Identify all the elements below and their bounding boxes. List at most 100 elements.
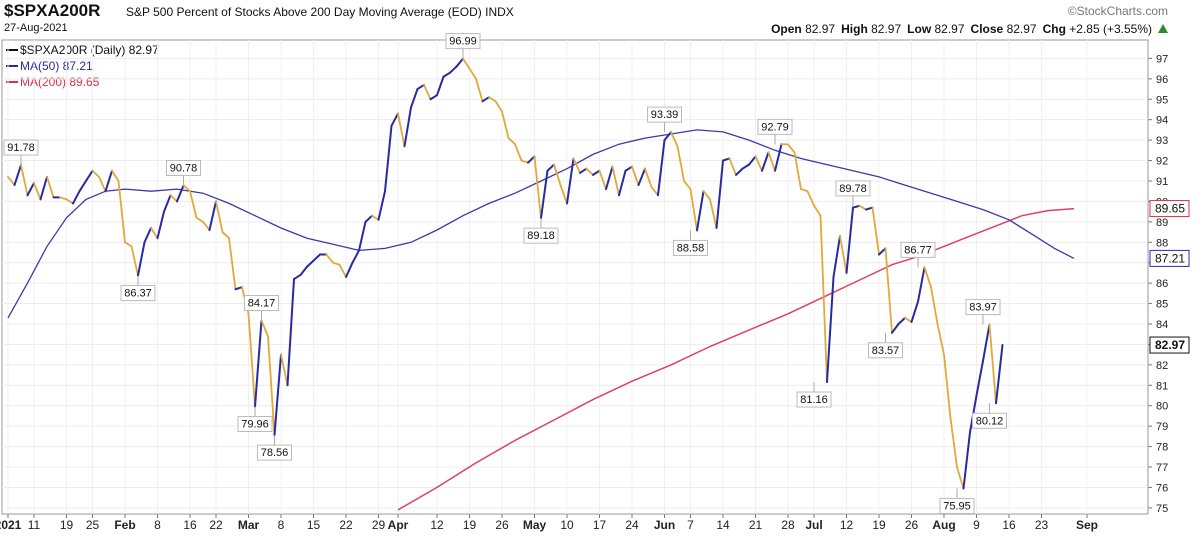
price-segment-up [143, 226, 152, 244]
x-tick-label: 2021 [0, 518, 22, 532]
y-tick-label: 93 [1156, 135, 1168, 147]
y-tick-label: 82 [1156, 360, 1168, 372]
legend-swatch [6, 65, 18, 67]
price-segment-up [299, 265, 308, 276]
price-segment-down [533, 155, 542, 220]
price-segment-up [234, 286, 243, 291]
price-segment-up [254, 319, 263, 408]
price-segment-down [7, 175, 16, 186]
x-tick-label: 14 [716, 518, 730, 532]
quote-summary: Open 82.97 High 82.97 Low 82.97 Close 82.97… [771, 22, 1152, 36]
price-segment-down [904, 316, 913, 323]
x-tick-label: 21 [749, 518, 763, 532]
price-segment-down [423, 84, 432, 101]
price-segment-down [858, 204, 867, 211]
annotation-box [120, 285, 156, 302]
price-segment-up [85, 169, 94, 182]
ticker-symbol: $SPXA200R [4, 1, 101, 20]
right-value-box [1149, 200, 1190, 218]
price-segment-up [442, 71, 451, 78]
x-tick-label: 25 [86, 518, 100, 532]
x-tick-label: Sep [1076, 518, 1098, 532]
right-value-label: 82.97 [1149, 336, 1190, 354]
annotation-label: 90.78 [170, 162, 198, 174]
series-lines [7, 57, 1075, 511]
y-tick-label: 75 [1156, 503, 1168, 515]
price-segment-up [358, 220, 367, 252]
price-segment-down [702, 190, 711, 201]
price-segment-down [689, 188, 698, 232]
legend-label: $SPXA200R (Daily) 82.97 [20, 43, 159, 57]
annotation-label: 89.78 [839, 183, 867, 195]
plot-frame [1, 39, 1149, 515]
price-segment-down [98, 175, 107, 193]
right-value-text: 87.21 [1155, 251, 1185, 265]
price-segment-up [741, 163, 750, 170]
annotation-box [757, 118, 793, 135]
price-segment-down [800, 188, 809, 193]
high-label: High [841, 22, 868, 36]
annotation-label: 86.37 [124, 288, 152, 300]
price-segment-down [475, 77, 484, 103]
x-tick-label: 16 [1002, 518, 1016, 532]
price-segment-up [852, 204, 861, 209]
price-segment-down [46, 175, 55, 199]
x-tick-label: 8 [278, 518, 285, 532]
price-segment-down [754, 155, 763, 172]
price-segment-down [91, 169, 100, 178]
y-tick-label: 95 [1156, 94, 1168, 106]
price-segment-up [286, 278, 295, 387]
y-tick-label: 77 [1156, 462, 1168, 474]
price-segment-up [208, 200, 217, 232]
price-segment-up [975, 359, 984, 397]
chart-title: S&P 500 Percent of Stocks Above 200 Day … [126, 5, 514, 19]
price-segment-down [468, 67, 477, 80]
y-tick-label: 97 [1156, 53, 1168, 65]
price-segment-down [943, 353, 952, 419]
annotation-label: 81.16 [800, 394, 828, 406]
price-segment-up [657, 139, 666, 197]
price-segment-up [995, 344, 1004, 405]
y-tick-label: 81 [1156, 380, 1168, 392]
price-segment-down [923, 266, 932, 289]
price-segment-down [397, 112, 406, 148]
annotation-box [3, 139, 39, 156]
chg-value: +2.85 (+3.55%) [1069, 22, 1152, 36]
price-segment-up [982, 323, 991, 362]
price-segment-down [494, 100, 503, 113]
price-segment-down [20, 164, 29, 197]
price-segment-up [345, 261, 354, 278]
price-segment-up [39, 175, 48, 201]
price-segment-down [462, 57, 471, 70]
x-tick-label: 29 [372, 518, 386, 532]
price-segment-down [611, 165, 620, 197]
price-segment-down [215, 200, 224, 233]
price-segment-up [845, 206, 854, 274]
legend-label: MA(50) 87.21 [20, 59, 93, 73]
price-segment-up [176, 184, 185, 203]
ma200-line [397, 207, 1075, 511]
price-segment-up [865, 206, 874, 211]
legend-item-ma50: MA(50) 87.21 [6, 58, 159, 74]
x-tick-label: 11 [28, 518, 41, 532]
price-segment-up [637, 167, 646, 187]
annotations: 91.78 86.37 90.78 79.96 84.17 78.56 96.99 89.18… [3, 33, 1007, 514]
price-segment-down [221, 231, 230, 240]
price-segment-down [202, 220, 211, 231]
y-tick-label: 78 [1156, 442, 1168, 454]
price-segment-down [338, 263, 347, 278]
annotation-label: 92.79 [761, 121, 789, 133]
x-tick-label: 10 [560, 518, 574, 532]
annotation-label: 96.99 [449, 36, 477, 48]
price-segment-down [644, 167, 653, 189]
y-tick-label: 91 [1156, 176, 1168, 188]
price-segment-up [416, 83, 425, 91]
price-segment-up [137, 241, 146, 277]
price-segment-up [390, 112, 399, 127]
price-segment-up [624, 165, 633, 172]
price-segment-down [111, 169, 120, 182]
price-segment-up [748, 155, 757, 166]
annotation-box [900, 241, 936, 258]
annotation-label: 86.77 [904, 244, 932, 256]
